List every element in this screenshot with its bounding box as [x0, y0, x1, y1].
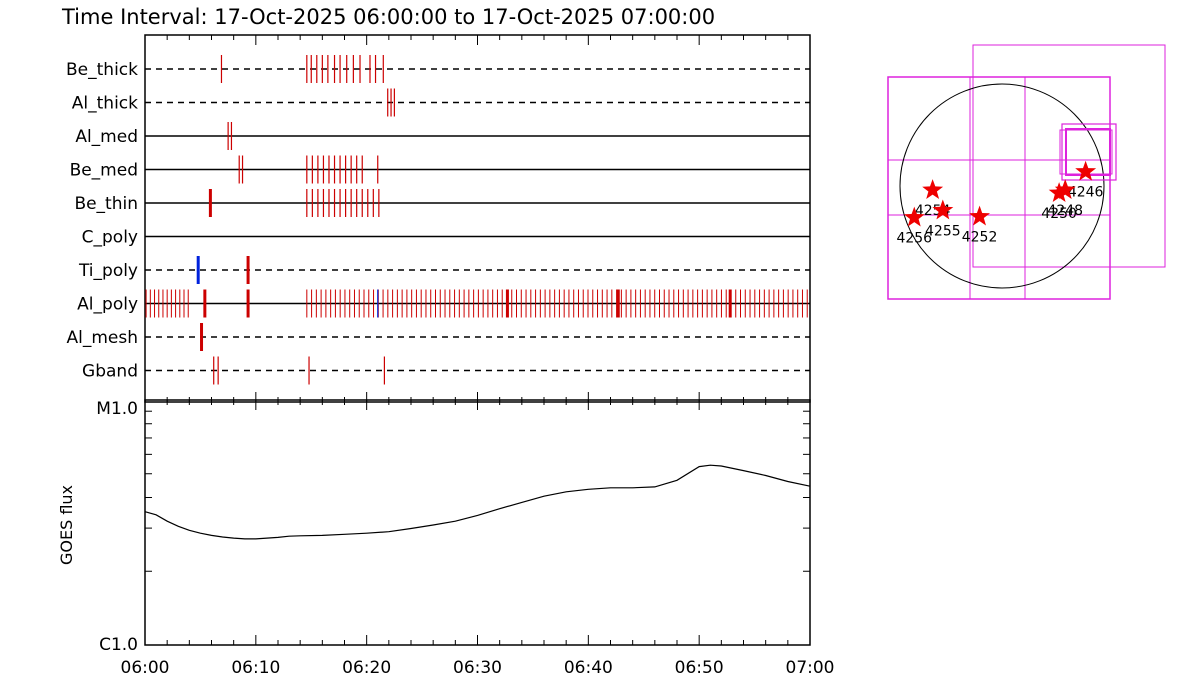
row-label: Be_thick — [66, 60, 138, 80]
region-label: 4256 — [896, 231, 932, 247]
row-label: Al_poly — [77, 295, 138, 315]
active-region-4255: 4255 — [925, 199, 961, 239]
region-label: 4246 — [1068, 185, 1104, 201]
row-label: Be_med — [70, 161, 138, 181]
goes-xtick-label: 06:00 — [121, 658, 170, 678]
timeline-row-be_thick: Be_thick — [66, 55, 810, 83]
timeline-row-be_thin: Be_thin — [74, 189, 810, 217]
goes-xtick-label: 06:10 — [231, 658, 280, 678]
region-star-icon — [922, 179, 944, 199]
region-label: 4252 — [962, 230, 998, 246]
fov-box-small-1 — [1061, 123, 1117, 181]
region-star-icon — [1048, 182, 1070, 202]
active-region-4246: 4246 — [1068, 160, 1104, 201]
region-star-icon — [903, 206, 925, 227]
title: Time Interval: 17-Oct-2025 06:00:00 to 1… — [61, 5, 715, 29]
fov-box-offset — [972, 44, 1166, 268]
active-region-4252: 4252 — [962, 205, 998, 246]
row-label: Gband — [82, 362, 138, 382]
solar-disk — [899, 83, 1105, 289]
active-region-4250: 4250 — [1041, 182, 1077, 222]
timeline-row-al_med: Al_med — [75, 122, 810, 150]
timeline-row-al_mesh: Al_mesh — [66, 323, 810, 351]
goes-flux-line — [144, 464, 811, 540]
goes-xtick-label: 06:40 — [564, 658, 613, 678]
timeline-frame — [144, 34, 811, 403]
row-label: Al_thick — [72, 94, 138, 114]
active-region-4248: 4248 — [1047, 179, 1083, 219]
region-star-icon — [1054, 179, 1076, 199]
timeline-row-gband: Gband — [82, 356, 810, 385]
exposure-timeline-panel: Be_thick Al_thick Al_med Be_med Be_thin C_pol… — [66, 34, 811, 403]
region-star-icon — [1075, 160, 1097, 181]
goes-xtick-label: 06:50 — [675, 658, 724, 678]
timeline-row-ti_poly: Ti_poly — [78, 256, 810, 284]
region-label: 4255 — [925, 223, 961, 239]
goes-xtick-label: 06:20 — [342, 658, 391, 678]
region-label: 4248 — [1047, 203, 1083, 219]
timeline-row-al_poly: Al_poly — [77, 289, 810, 318]
timeline-row-al_thick: Al_thick — [72, 88, 810, 117]
region-label: 4250 — [1041, 206, 1077, 222]
timeline-row-c_poly: C_poly — [82, 228, 810, 248]
goes-xtick-label: 07:00 — [786, 658, 835, 678]
goes-flux-panel: M1.0 C1.0 GOES flux 06:00 06:10 06:20 06:30… — [57, 399, 835, 678]
row-label: Ti_poly — [78, 261, 138, 281]
goes-xtick-label: 06:30 — [453, 658, 502, 678]
row-label: Al_mesh — [66, 328, 138, 348]
timeline-row-be_med: Be_med — [70, 155, 810, 184]
goes-ylabel: GOES flux — [57, 485, 76, 565]
row-label: Be_thin — [74, 194, 138, 214]
region-star-icon — [969, 205, 990, 226]
goes-ytick-bottom: C1.0 — [99, 635, 138, 655]
row-label: C_poly — [82, 228, 138, 248]
region-star-icon — [932, 199, 954, 220]
goes-frame — [144, 399, 811, 646]
active-region-4256: 4256 — [896, 206, 932, 247]
fov-box-large — [887, 76, 1111, 300]
row-label: Al_med — [75, 127, 138, 147]
goes-ytick-top: M1.0 — [96, 399, 138, 419]
